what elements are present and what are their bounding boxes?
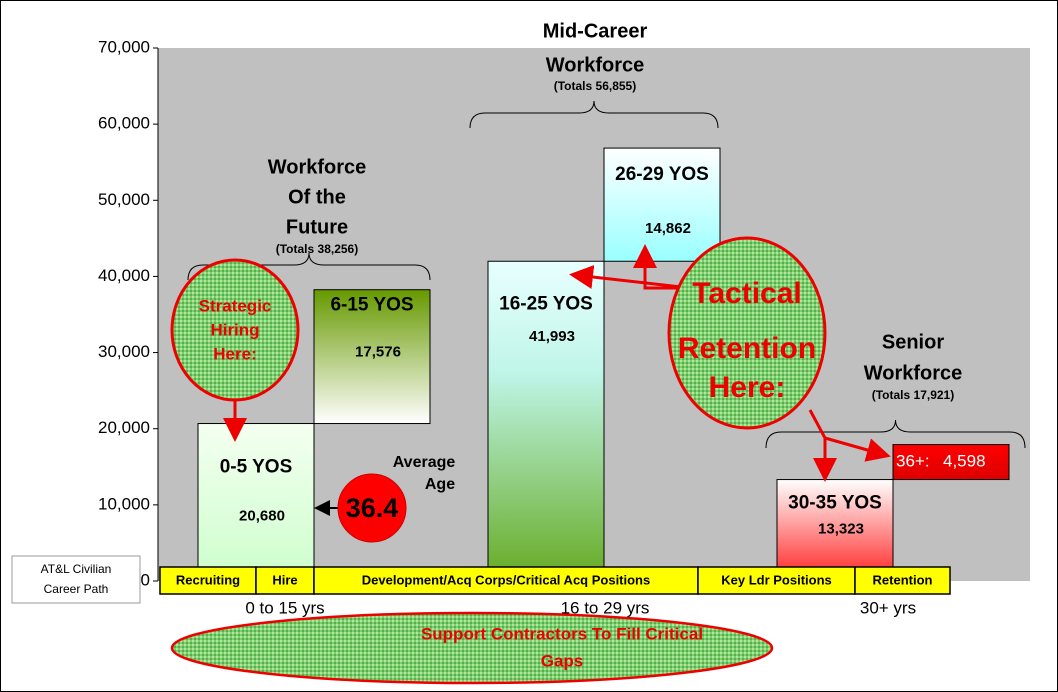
hiring-text: Strategic — [199, 296, 272, 315]
age-value: 36.4 — [346, 493, 399, 523]
brace — [469, 100, 719, 129]
bar — [603, 147, 721, 262]
bar-label: 16-25 YOS — [499, 293, 593, 314]
group-total: (Totals 17,921) — [872, 388, 954, 402]
retention-ellipse — [667, 236, 827, 430]
group-total: (Totals 38,256) — [276, 242, 358, 256]
bar-label: 6-15 YOS — [330, 295, 413, 316]
arrow — [569, 265, 691, 290]
group-title: Workforce — [864, 362, 963, 384]
bar-label: 26-29 YOS — [615, 164, 709, 185]
bar-value: 4,598 — [943, 452, 986, 471]
bar — [892, 444, 1010, 481]
stage-label: Hire — [272, 572, 297, 587]
brace — [187, 252, 431, 281]
contractors-text: Gaps — [541, 651, 584, 670]
y-tick-label: 0 — [141, 570, 150, 589]
stage-label: Recruiting — [176, 572, 240, 587]
group-title: Mid-Career — [543, 20, 648, 42]
y-tick-label: 20,000 — [98, 418, 150, 437]
group-title: Workforce — [546, 54, 645, 76]
bars — [197, 147, 1010, 582]
age-circle — [337, 473, 407, 543]
bar-label: 0-5 YOS — [220, 457, 293, 478]
group-title: Future — [286, 216, 348, 238]
brace — [765, 419, 1026, 449]
bar-value: 17,576 — [355, 344, 401, 361]
stage-label: Retention — [873, 572, 933, 587]
age-label: Age — [425, 476, 455, 493]
hiring-text: Here: — [213, 344, 256, 363]
bar-value: 41,993 — [529, 328, 575, 345]
retention-text: Tactical — [692, 277, 802, 310]
y-tick-label: 70,000 — [98, 37, 150, 56]
hiring-ellipse — [170, 258, 300, 402]
stage-label: Development/Acq Corps/Critical Acq Posit… — [362, 572, 650, 587]
bar-label: 30-35 YOS — [788, 493, 882, 514]
bar-value: 14,862 — [645, 220, 691, 237]
y-tick-label: 40,000 — [98, 266, 150, 285]
career-label: AT&L Civilian — [41, 562, 112, 576]
group-title: Senior — [882, 331, 944, 353]
span-label: 16 to 29 yrs — [561, 598, 650, 617]
retention-text: Retention — [678, 332, 816, 365]
career-label-box — [11, 555, 141, 604]
group-total: (Totals 56,855) — [554, 79, 636, 93]
age-label: Average — [393, 454, 456, 471]
group-title: Workforce — [268, 156, 367, 178]
career-label: Career Path — [44, 582, 109, 596]
span-label: 30+ yrs — [860, 598, 916, 617]
bar-label: 36+: — [896, 452, 930, 471]
retention-text: Here: — [709, 371, 786, 404]
y-tick-label: 60,000 — [98, 114, 150, 133]
stage-box — [697, 566, 856, 595]
stage-box — [854, 566, 951, 595]
bar-value: 13,323 — [818, 521, 864, 538]
contractors-text: Support Contractors To Fill Critical — [421, 624, 703, 643]
span-label: 0 to 15 yrs — [245, 598, 324, 617]
stage-label: Key Ldr Positions — [721, 572, 832, 587]
bar — [197, 423, 315, 582]
arrow — [633, 244, 690, 290]
bar — [313, 289, 431, 425]
y-tick-label: 30,000 — [98, 342, 150, 361]
y-tick-label: 10,000 — [98, 494, 150, 513]
y-tick-label: 50,000 — [98, 190, 150, 209]
bar — [776, 479, 894, 582]
bar — [487, 260, 605, 582]
group-title: Of the — [288, 186, 346, 208]
contractors-ellipse — [170, 611, 774, 685]
arrow — [824, 436, 891, 462]
bar-value: 20,680 — [239, 508, 285, 525]
hiring-text: Hiring — [210, 320, 259, 339]
